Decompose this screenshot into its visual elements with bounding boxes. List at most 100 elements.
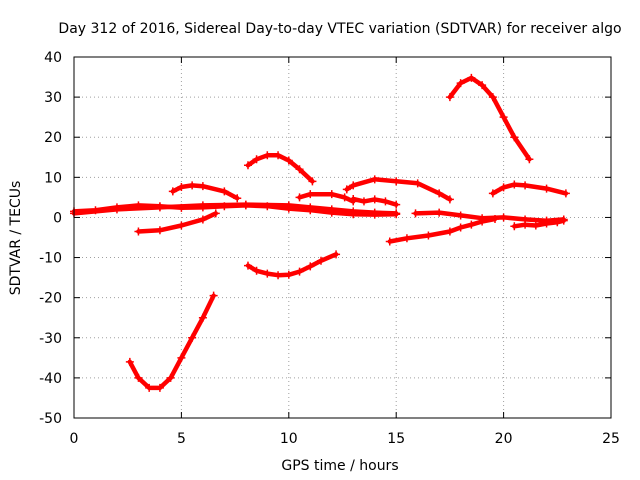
data-point [561, 189, 570, 198]
data-point [456, 223, 465, 232]
data-point [243, 261, 252, 270]
y-axis-label: SDTVAR / TECUs [8, 181, 24, 296]
data-point [392, 177, 401, 186]
data-point [531, 221, 540, 230]
data-point [177, 353, 186, 362]
series-s5 [125, 291, 218, 392]
data-point [155, 203, 164, 212]
data-point [198, 201, 207, 210]
data-point [332, 250, 341, 259]
series-line [127, 293, 216, 391]
series-s4 [168, 181, 242, 203]
data-point [308, 177, 317, 186]
data-point [456, 79, 465, 88]
y-tick-label: -10 [39, 251, 62, 267]
data-point [542, 219, 551, 228]
data-point [521, 181, 530, 190]
data-point [252, 266, 261, 275]
series-line [170, 183, 240, 201]
data-point [553, 218, 562, 227]
axis-ticks: 0 5 10 15 20 25 -50 -40 -30 -20 -10 0 10 20 30 40 [39, 50, 620, 447]
data-point [349, 181, 358, 190]
data-point [478, 81, 487, 90]
data-point [177, 221, 186, 230]
data-point [295, 193, 304, 202]
series-line [344, 177, 453, 202]
x-tick-label: 15 [387, 431, 405, 447]
data-point [381, 197, 390, 206]
data-point [542, 184, 551, 193]
data-point [274, 151, 283, 160]
y-tick-label: 30 [44, 90, 62, 106]
series-s14 [445, 73, 534, 164]
grid [74, 57, 611, 418]
data-point [306, 190, 315, 199]
series-line [413, 210, 566, 223]
data-point [499, 113, 508, 122]
chart-title: Day 312 of 2016, Sidereal Day-to-day VTE… [58, 21, 621, 37]
data-point [209, 291, 218, 300]
data-point [510, 133, 519, 142]
series-s12 [411, 208, 568, 225]
data-point [385, 237, 394, 246]
data-point [327, 190, 336, 199]
data-point [188, 181, 197, 190]
data-point [370, 195, 379, 204]
y-tick-label: -20 [39, 291, 62, 307]
data-point [467, 73, 476, 82]
x-tick-label: 20 [495, 431, 513, 447]
data-point [359, 197, 368, 206]
series-s15 [488, 180, 570, 198]
data-point [424, 231, 433, 240]
data-point [134, 227, 143, 236]
data-point [525, 155, 534, 164]
data-point [370, 175, 379, 184]
data-point [168, 187, 177, 196]
data-point [233, 194, 242, 203]
data-point [349, 207, 358, 216]
data-point [274, 271, 283, 280]
data-series [70, 73, 570, 392]
data-point [112, 205, 121, 214]
x-axis-label: GPS time / hours [281, 458, 398, 474]
data-point [370, 208, 379, 217]
x-tick-label: 0 [70, 431, 79, 447]
data-point [155, 383, 164, 392]
data-point [125, 357, 134, 366]
data-point [220, 187, 229, 196]
series-s7 [243, 250, 341, 280]
data-point [392, 200, 401, 209]
data-point [510, 180, 519, 189]
data-point [521, 220, 530, 229]
data-point [445, 195, 454, 204]
data-point [263, 151, 272, 160]
data-point [177, 182, 186, 191]
x-tick-label: 25 [602, 431, 620, 447]
data-point [263, 269, 272, 278]
series-s3 [134, 209, 220, 236]
data-point [392, 209, 401, 218]
data-point [284, 156, 293, 165]
data-point [413, 179, 422, 188]
data-point [340, 193, 349, 202]
data-point [198, 313, 207, 322]
data-point [211, 209, 220, 218]
data-point [134, 373, 143, 382]
y-tick-label: 0 [53, 210, 62, 226]
data-point [435, 208, 444, 217]
data-point [456, 211, 465, 220]
y-tick-label: 10 [44, 170, 62, 186]
data-point [241, 200, 250, 209]
series-s8 [295, 190, 358, 206]
data-point [402, 234, 411, 243]
y-tick-label: 20 [44, 130, 62, 146]
data-point [411, 209, 420, 218]
x-tick-label: 10 [280, 431, 298, 447]
y-tick-label: -50 [39, 411, 62, 427]
y-tick-label: 40 [44, 50, 62, 66]
plot-frame [73, 56, 612, 419]
data-point [317, 256, 326, 265]
series-s6 [243, 151, 317, 186]
data-point [435, 189, 444, 198]
